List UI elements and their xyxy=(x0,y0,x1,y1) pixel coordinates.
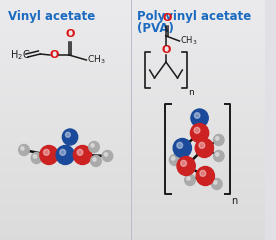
Circle shape xyxy=(171,157,175,160)
Circle shape xyxy=(102,150,113,162)
Text: O: O xyxy=(65,29,75,39)
Text: Polyvinyl acetate: Polyvinyl acetate xyxy=(137,10,251,23)
Circle shape xyxy=(89,142,99,152)
Circle shape xyxy=(214,181,217,184)
Text: CH$_3$: CH$_3$ xyxy=(181,35,198,47)
Circle shape xyxy=(21,147,24,150)
Text: Vinyl acetate: Vinyl acetate xyxy=(8,10,95,23)
Circle shape xyxy=(216,153,219,156)
Circle shape xyxy=(216,137,219,140)
Circle shape xyxy=(60,149,66,155)
Text: O: O xyxy=(162,13,172,23)
Circle shape xyxy=(104,153,108,156)
Circle shape xyxy=(199,142,205,148)
Circle shape xyxy=(173,138,192,157)
Circle shape xyxy=(195,138,214,157)
Circle shape xyxy=(56,145,74,164)
Text: H$_2$C: H$_2$C xyxy=(10,48,30,62)
Circle shape xyxy=(181,160,187,166)
Circle shape xyxy=(31,152,42,163)
Text: n: n xyxy=(188,88,194,97)
Circle shape xyxy=(65,132,70,137)
Circle shape xyxy=(91,156,101,167)
Text: (PVA): (PVA) xyxy=(137,22,174,35)
Circle shape xyxy=(169,155,180,166)
Circle shape xyxy=(19,144,29,156)
Circle shape xyxy=(93,158,96,161)
Circle shape xyxy=(214,150,224,162)
Circle shape xyxy=(194,113,200,118)
Circle shape xyxy=(33,155,37,158)
Circle shape xyxy=(196,167,214,186)
Circle shape xyxy=(194,127,200,133)
Circle shape xyxy=(77,149,83,155)
Circle shape xyxy=(212,179,222,190)
Text: CH$_3$: CH$_3$ xyxy=(87,54,106,66)
Text: n: n xyxy=(231,196,237,206)
Circle shape xyxy=(191,109,208,127)
Circle shape xyxy=(214,134,224,145)
Circle shape xyxy=(190,124,209,143)
Circle shape xyxy=(200,170,206,176)
Circle shape xyxy=(177,156,195,175)
Circle shape xyxy=(40,145,58,164)
Circle shape xyxy=(177,142,183,148)
Circle shape xyxy=(185,174,195,186)
Text: O: O xyxy=(161,45,171,55)
Circle shape xyxy=(62,129,78,145)
Circle shape xyxy=(73,145,92,164)
Circle shape xyxy=(187,177,190,180)
Text: O: O xyxy=(49,50,59,60)
Circle shape xyxy=(91,144,94,147)
Circle shape xyxy=(43,149,49,155)
